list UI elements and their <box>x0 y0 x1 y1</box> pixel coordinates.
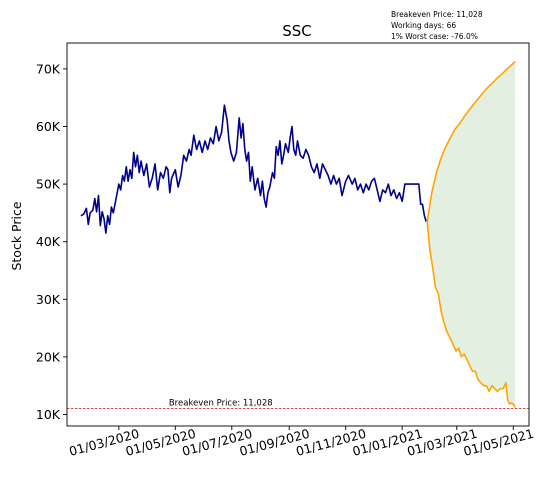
annotation-worst-case: 1% Worst case: -76.0% <box>391 32 478 41</box>
plot-area: Breakeven Price: 11,028 10K 20K 30K 40K 50K 60… <box>36 42 535 459</box>
series-history-line <box>80 104 427 234</box>
y-tick-label: 60K <box>36 119 61 134</box>
series-forecast-upper-line <box>426 60 516 222</box>
y-tick-label: 70K <box>36 61 61 76</box>
y-tick-label: 10K <box>36 407 61 422</box>
annotation-working-days: Working days: 66 <box>391 21 456 30</box>
y-axis-label: Stock Price <box>9 201 24 270</box>
y-tick-label: 30K <box>36 292 61 307</box>
axes-frame <box>66 42 530 427</box>
y-tick-label: 40K <box>36 234 61 249</box>
chart-title: SSC <box>282 22 312 40</box>
corner-annotations: Breakeven Price: 11,028 Working days: 66… <box>391 10 483 41</box>
breakeven-label: Breakeven Price: 11,028 <box>169 399 273 409</box>
y-tick-label: 50K <box>36 177 61 192</box>
annotation-breakeven: Breakeven Price: 11,028 <box>391 10 483 19</box>
y-tick-label: 20K <box>36 349 61 364</box>
forecast-band <box>427 61 516 408</box>
series-forecast-lower-line <box>426 221 516 408</box>
